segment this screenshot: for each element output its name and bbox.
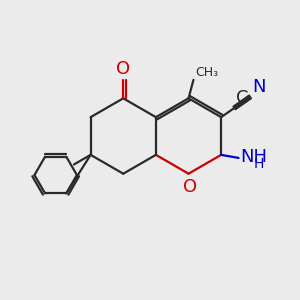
Text: O: O [183, 178, 197, 196]
Text: H: H [253, 157, 264, 170]
Text: O: O [116, 60, 130, 78]
Text: N: N [252, 78, 266, 96]
Text: C: C [236, 89, 248, 107]
Text: CH₃: CH₃ [195, 66, 218, 79]
Text: NH: NH [241, 148, 268, 166]
